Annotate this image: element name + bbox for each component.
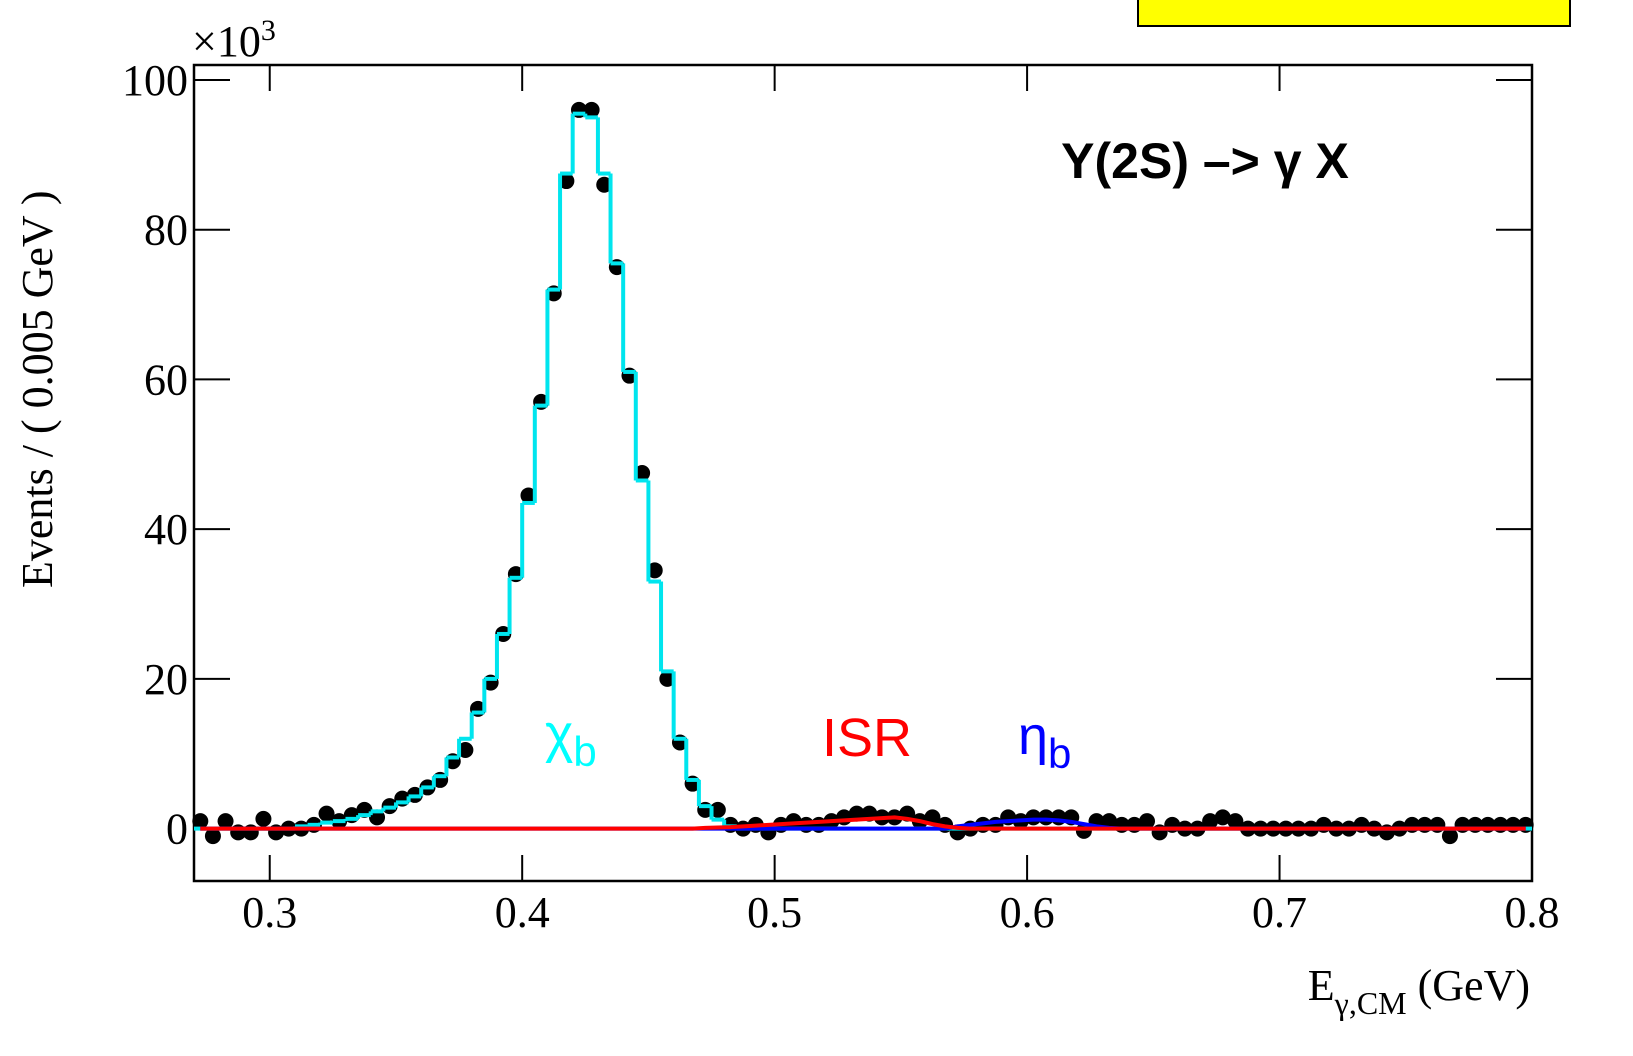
plot-frame xyxy=(192,63,1534,883)
data-point xyxy=(520,487,537,504)
annotation: χb xyxy=(545,704,597,775)
data-point xyxy=(558,173,575,190)
data-point xyxy=(596,176,613,193)
annotation-text: χ xyxy=(545,704,573,764)
data-point xyxy=(1441,828,1458,845)
annotation: ISR xyxy=(822,708,912,768)
header-box xyxy=(1137,0,1571,27)
data-point xyxy=(255,810,272,827)
data-point xyxy=(1214,809,1231,826)
data-point xyxy=(1101,813,1118,830)
y-tick-label: 80 xyxy=(144,206,188,255)
data-point xyxy=(457,741,474,758)
annotation-text: η xyxy=(1018,706,1048,766)
annotation: ηb xyxy=(1018,706,1071,777)
y-tick-label: 60 xyxy=(144,355,188,404)
data-point xyxy=(318,805,335,822)
fit-curve xyxy=(200,815,1526,831)
x-tick-label: 0.6 xyxy=(1000,888,1055,937)
data-point xyxy=(583,101,600,118)
data-point xyxy=(659,670,676,687)
data-point xyxy=(634,465,651,481)
exponent-power: 3 xyxy=(261,14,276,47)
y-exponent: ×103 xyxy=(192,14,276,66)
data-point xyxy=(204,828,221,845)
data-point xyxy=(1202,813,1219,830)
data-point xyxy=(217,813,234,830)
y-axis-title: Events / ( 0.005 GeV ) xyxy=(13,190,62,588)
y-tick-label: 20 xyxy=(144,655,188,704)
data-point xyxy=(1227,813,1244,830)
x-title-sub: γ,CM xyxy=(1334,985,1407,1021)
data-point xyxy=(192,813,209,830)
x-title-unit: (GeV) xyxy=(1407,961,1530,1010)
annotation-sub: b xyxy=(573,728,596,775)
y-tick-label: 0 xyxy=(166,805,188,854)
chart-title: Y(2S) –> γ X xyxy=(1061,133,1349,189)
exponent-base: ×10 xyxy=(192,17,261,66)
x-tick-label: 0.4 xyxy=(495,888,550,937)
x-tick-label: 0.5 xyxy=(747,888,802,937)
x-title-main: E xyxy=(1308,961,1335,1010)
annotation-sub: b xyxy=(1048,730,1071,777)
y-tick-label: 40 xyxy=(144,505,188,554)
x-tick-label: 0.8 xyxy=(1505,888,1560,937)
x-tick-label: 0.3 xyxy=(242,888,297,937)
x-tick-label: 0.7 xyxy=(1252,888,1307,937)
y-tick-label: 100 xyxy=(122,56,188,105)
data-point xyxy=(646,562,663,579)
annotation-text: ISR xyxy=(822,708,912,768)
data-point xyxy=(709,801,726,818)
x-axis-title: Eγ,CM (GeV) xyxy=(1308,961,1530,1021)
data-point xyxy=(1139,813,1156,830)
